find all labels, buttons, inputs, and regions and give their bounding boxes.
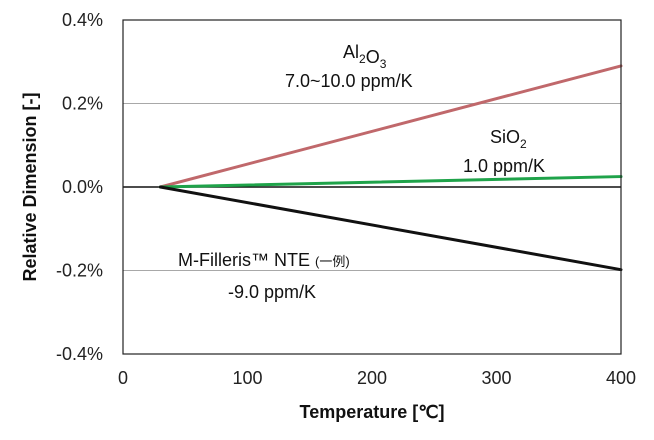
series-rate-m-filleris: -9.0 ppm/K: [228, 282, 316, 302]
x-tick-label: 100: [232, 368, 262, 388]
y-tick-label: 0.4%: [62, 10, 103, 30]
series-label-m-filleris: M-Filleris™ NTE (一例): [178, 250, 350, 270]
y-axis-title: Relative Dimension [-]: [20, 92, 40, 281]
x-tick-label: 0: [118, 368, 128, 388]
series-lines: [158, 64, 623, 272]
series-line-2: [158, 185, 623, 272]
gridlines: [123, 103, 621, 271]
series-rate-sio2: 1.0 ppm/K: [463, 156, 545, 176]
series-line-0: [158, 64, 623, 189]
series-annotations: Al2O3 7.0~10.0 ppm/K SiO2 1.0 ppm/K M-Fi…: [178, 42, 545, 302]
y-tick-label: 0.2%: [62, 94, 103, 114]
x-tick-label: 200: [357, 368, 387, 388]
y-tick-label: 0.0%: [62, 177, 103, 197]
x-tick-labels: 0 100 200 300 400: [118, 368, 636, 388]
series-rate-al2o3: 7.0~10.0 ppm/K: [285, 71, 413, 91]
series-label-al2o3: Al2O3: [343, 42, 387, 71]
series-label-sio2: SiO2: [490, 127, 527, 151]
y-tick-label: -0.2%: [56, 261, 103, 281]
x-tick-label: 300: [481, 368, 511, 388]
series-line-1: [158, 175, 623, 189]
x-tick-label: 400: [606, 368, 636, 388]
plot-frame: [122, 19, 622, 355]
x-axis-title: Temperature [℃]: [300, 402, 445, 422]
y-tick-label: -0.4%: [56, 344, 103, 364]
y-tick-labels: 0.4% 0.2% 0.0% -0.2% -0.4%: [56, 10, 103, 364]
